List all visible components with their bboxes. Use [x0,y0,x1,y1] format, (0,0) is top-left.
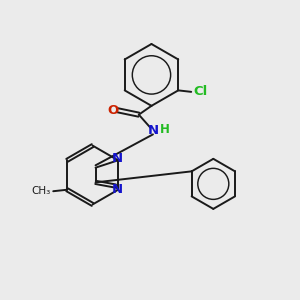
Text: CH₃: CH₃ [31,186,50,196]
Text: N: N [111,152,122,165]
Text: O: O [108,104,119,117]
Text: N: N [147,124,158,137]
Text: Cl: Cl [194,85,208,98]
Text: N: N [111,183,122,196]
Text: H: H [160,123,170,136]
